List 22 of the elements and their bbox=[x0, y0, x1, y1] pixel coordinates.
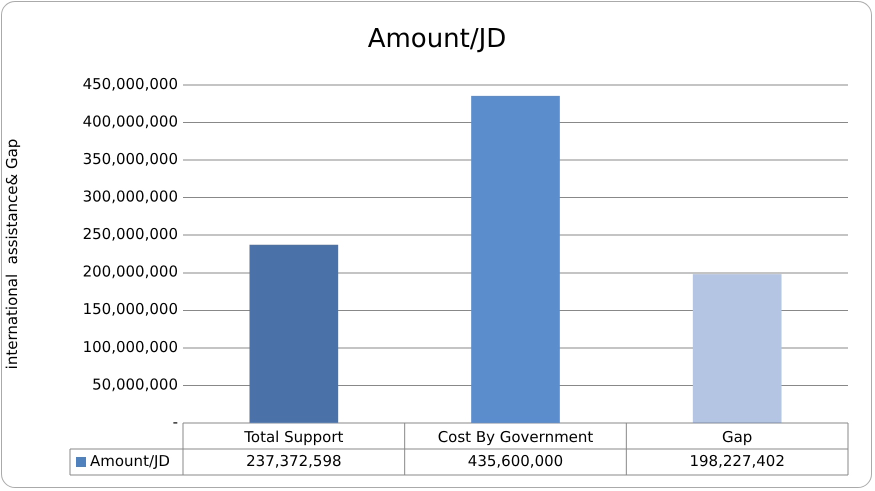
y-tick-label: 100,000,000 bbox=[82, 338, 178, 356]
x-tick-label: Gap bbox=[722, 428, 752, 446]
chart-title: Amount/JD bbox=[368, 24, 506, 54]
legend-label: Amount/JD bbox=[90, 452, 170, 470]
y-tick-label: 450,000,000 bbox=[82, 74, 178, 93]
data-label: 435,600,000 bbox=[468, 452, 564, 470]
y-axis-title: international assistance& Gap bbox=[2, 138, 21, 370]
y-tick-label: 200,000,000 bbox=[82, 262, 178, 281]
y-tick-label: 50,000,000 bbox=[92, 375, 178, 394]
y-tick-label: - bbox=[172, 412, 178, 431]
y-tick-label: 400,000,000 bbox=[82, 112, 178, 130]
y-tick-label: 300,000,000 bbox=[82, 188, 178, 206]
bar bbox=[692, 274, 782, 422]
bar bbox=[471, 96, 560, 422]
y-tick-label: 250,000,000 bbox=[82, 225, 178, 244]
y-tick-label: 350,000,000 bbox=[82, 150, 178, 168]
data-label: 237,372,598 bbox=[246, 452, 342, 470]
x-tick-label: Total Support bbox=[243, 428, 344, 446]
x-tick-label: Cost By Government bbox=[438, 428, 594, 446]
data-label: 198,227,402 bbox=[689, 452, 785, 470]
bar bbox=[250, 244, 338, 422]
y-tick-label: 150,000,000 bbox=[82, 300, 178, 318]
